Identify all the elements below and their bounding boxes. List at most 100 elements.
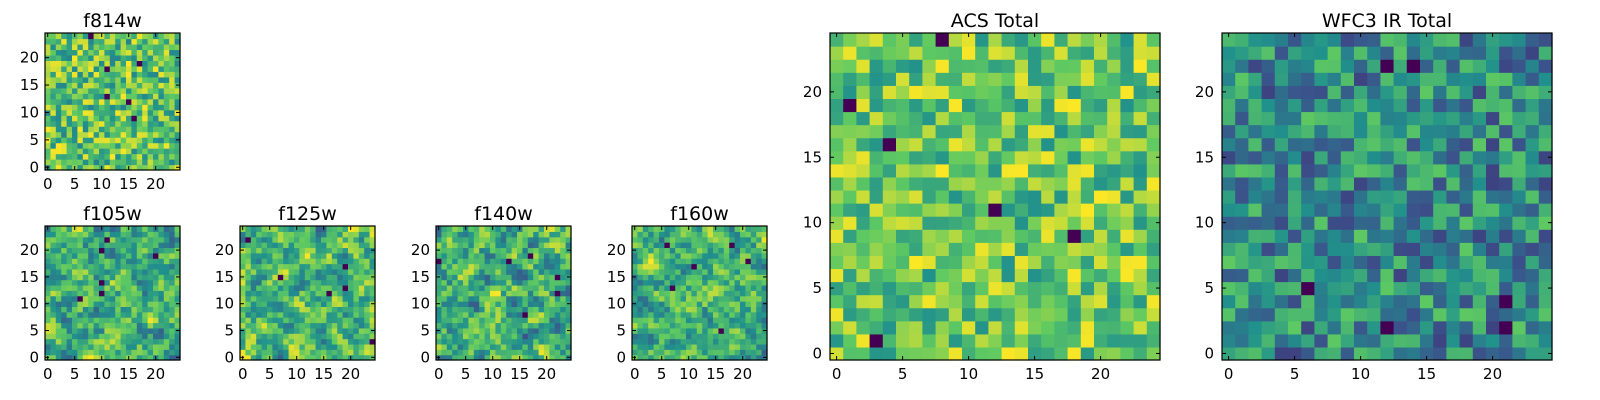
heatmap-cell <box>169 252 176 259</box>
heatmap-cell <box>830 307 844 322</box>
heatmap-cell <box>669 242 676 249</box>
heatmap-cell <box>975 163 989 178</box>
heatmap-cell <box>1420 72 1434 86</box>
heatmap-cell <box>1120 307 1135 322</box>
heatmap-cell <box>1080 33 1095 47</box>
heatmap-cell <box>734 231 741 238</box>
heatmap-cell <box>158 301 165 307</box>
heatmap-cell <box>1288 85 1302 99</box>
heatmap-cell <box>88 82 95 89</box>
heatmap-cell <box>1459 163 1474 178</box>
heatmap-cell <box>1146 307 1161 322</box>
heatmap-cell <box>158 268 165 275</box>
heatmap-cell <box>1499 268 1513 283</box>
heatmap-cell <box>369 322 376 329</box>
heatmap-cell <box>342 274 349 281</box>
heatmap-cell <box>245 311 252 318</box>
heatmap-cell <box>696 236 703 243</box>
heatmap-cell <box>686 268 692 275</box>
heatmap-cell <box>120 164 127 171</box>
heatmap-cell <box>745 306 752 313</box>
heatmap-cell <box>82 43 89 51</box>
heatmap-cell <box>691 354 698 361</box>
heatmap-cell <box>131 317 138 324</box>
heatmap-cell <box>896 281 910 296</box>
heatmap-cell <box>484 258 491 265</box>
heatmap-cell <box>740 343 746 350</box>
heatmap-cell <box>153 327 159 334</box>
heatmap-cell <box>250 327 257 334</box>
heatmap-cell <box>1459 33 1474 47</box>
heatmap-cell <box>369 333 376 340</box>
heatmap-cell <box>479 236 486 243</box>
heatmap-cell <box>659 263 665 270</box>
heatmap-cell <box>441 226 448 232</box>
heatmap-cell <box>93 33 100 40</box>
heatmap-cell <box>565 268 572 275</box>
heatmap-cell <box>109 301 116 307</box>
heatmap-cell <box>1288 59 1302 73</box>
heatmap-cell <box>55 274 62 281</box>
heatmap-cell <box>104 159 111 166</box>
heatmap-cell <box>272 258 279 265</box>
heatmap-cell <box>82 87 89 94</box>
heatmap-cell <box>45 231 51 238</box>
heatmap-cell <box>299 284 306 291</box>
heatmap-cell <box>337 226 344 232</box>
heatmap-cell <box>77 349 84 356</box>
heatmap-cell <box>533 343 540 350</box>
heatmap-cell <box>1393 229 1408 243</box>
heatmap-cell <box>490 338 496 345</box>
heatmap-cell <box>869 46 884 60</box>
heatmap-cell <box>120 284 127 291</box>
heatmap-cell <box>120 343 127 350</box>
heatmap-cell <box>691 274 698 281</box>
heatmap-cell <box>468 317 475 324</box>
heatmap-cell <box>1094 307 1108 322</box>
heatmap-cell <box>935 124 950 139</box>
heatmap-cell <box>358 226 365 232</box>
x-tick-label: 10 <box>959 365 978 383</box>
heatmap-cell <box>142 338 149 345</box>
heatmap-cell <box>66 247 73 254</box>
heatmap-cell <box>1274 294 1289 309</box>
heatmap-cell <box>1222 85 1236 99</box>
heatmap-cell <box>713 290 719 297</box>
heatmap-cell <box>310 279 317 286</box>
heatmap-cell <box>169 109 176 116</box>
heatmap-cell <box>1080 137 1095 152</box>
heatmap-cell <box>1525 85 1540 99</box>
heatmap-cell <box>240 311 246 318</box>
x-tick-label: 20 <box>1091 365 1110 383</box>
heatmap-cell <box>72 327 78 334</box>
heatmap-cell <box>975 111 989 126</box>
heatmap-cell <box>988 320 1003 335</box>
heatmap-cell <box>61 317 68 324</box>
heatmap-cell <box>245 343 252 350</box>
heatmap-cell <box>729 338 736 345</box>
heatmap-cell <box>1248 268 1263 283</box>
heatmap-cell <box>277 236 284 243</box>
heatmap-cell <box>1080 281 1095 296</box>
heatmap-cell <box>299 226 306 232</box>
heatmap-cell <box>66 258 73 265</box>
heatmap-cell <box>163 349 170 356</box>
heatmap-cell <box>1120 268 1135 283</box>
heatmap-cell <box>948 333 963 348</box>
heatmap-cell <box>77 263 84 270</box>
heatmap-cell <box>500 263 507 270</box>
heatmap-cell <box>93 295 100 302</box>
heatmap-cell <box>109 279 116 286</box>
heatmap-cell <box>45 120 51 127</box>
heatmap-cell <box>1261 203 1276 217</box>
heatmap-cell <box>1512 242 1527 256</box>
heatmap-cell <box>45 268 51 275</box>
heatmap-cell <box>93 120 100 127</box>
heatmap-cell <box>527 263 534 270</box>
heatmap-cell <box>648 247 655 254</box>
heatmap-cell <box>648 306 655 313</box>
heatmap-cell <box>696 268 703 275</box>
heatmap-cell <box>131 258 138 265</box>
heatmap-cell <box>61 242 68 249</box>
heatmap-cell <box>158 354 165 361</box>
